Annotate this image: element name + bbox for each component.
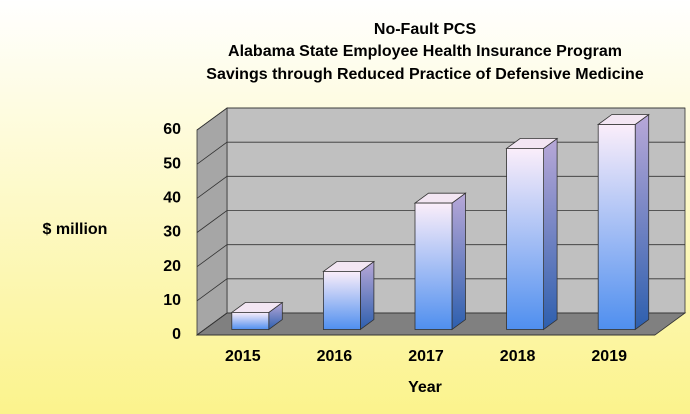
bar	[505, 137, 559, 331]
y-tick-label: 30	[163, 224, 181, 241]
y-tick-label: 40	[163, 190, 181, 207]
bar-side	[634, 113, 650, 331]
x-tick-label: 2019	[591, 348, 627, 365]
bar-front	[597, 124, 636, 330]
y-tick-label: 10	[163, 292, 181, 309]
bar-front	[414, 202, 453, 330]
bar-front	[322, 271, 361, 330]
bar-side	[451, 192, 466, 331]
bar	[322, 260, 376, 331]
bar-front	[506, 148, 545, 330]
chart-title: Savings through Reduced Practice of Defe…	[206, 66, 644, 83]
bar-front	[231, 312, 270, 330]
y-tick-label: 50	[163, 155, 181, 172]
bar-side	[359, 260, 375, 331]
y-tick-label: 0	[172, 326, 181, 343]
bar-side	[543, 137, 558, 331]
y-tick-label: 20	[163, 258, 181, 275]
x-tick-label: 2016	[317, 348, 353, 365]
x-tick-label: 2017	[408, 348, 444, 365]
chart-title: No-Fault PCS	[374, 21, 477, 38]
x-tick-label: 2018	[500, 348, 536, 365]
grid-line	[196, 107, 685, 131]
x-axis-label: Year	[408, 379, 442, 396]
x-tick-label: 2015	[225, 348, 261, 365]
bar	[230, 301, 284, 331]
bar	[596, 113, 650, 331]
y-tick-label: 60	[163, 121, 181, 138]
bar	[413, 192, 467, 331]
y-axis-label: $ million	[43, 221, 108, 238]
chart-title: Alabama State Employee Health Insurance …	[228, 43, 622, 60]
